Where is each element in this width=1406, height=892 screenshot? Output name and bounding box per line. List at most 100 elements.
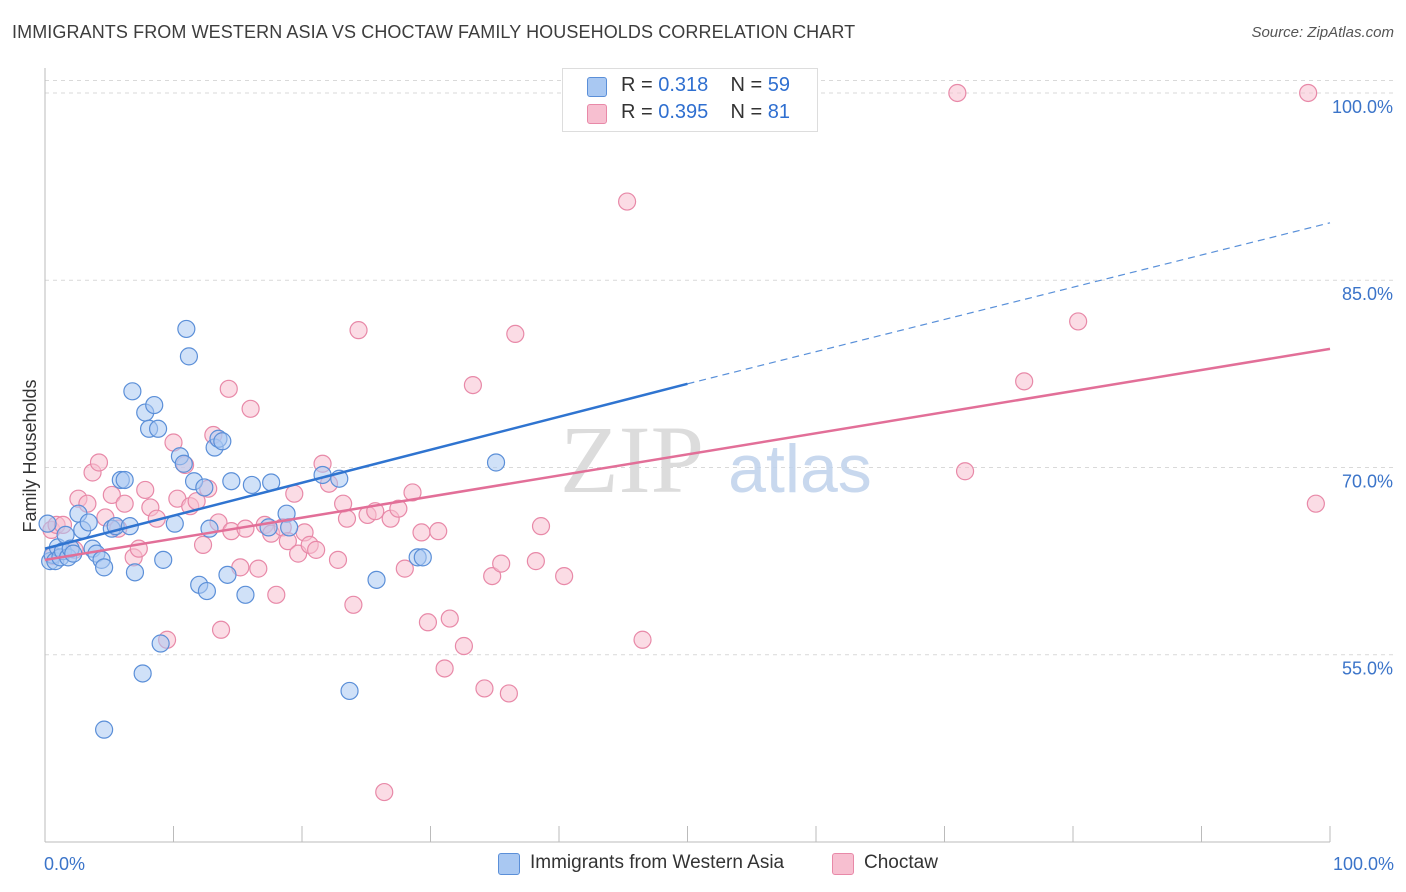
choctaw-point — [219, 379, 238, 398]
trend-lines — [44, 222, 1331, 562]
western-asia-point — [123, 382, 142, 401]
western-asia-point — [154, 550, 173, 569]
choctaw-point — [955, 462, 975, 481]
y-tick-label: 55.0% — [1342, 659, 1393, 679]
choctaw-trend-line — [44, 347, 1331, 562]
choctaw-point — [1299, 83, 1318, 103]
choctaw-point — [89, 453, 109, 472]
choctaw-point — [389, 499, 408, 518]
western-asia-point — [242, 475, 261, 495]
choctaw-point — [375, 782, 394, 802]
choctaw-point — [241, 399, 260, 418]
choctaw-point — [948, 83, 967, 103]
choctaw-point — [395, 559, 414, 578]
western-asia-point — [79, 513, 98, 532]
western-asia-trend-line — [44, 382, 688, 550]
western-asia-point — [151, 634, 170, 653]
choctaw-point — [418, 613, 438, 632]
choctaw-point — [499, 684, 518, 703]
watermark-atlas: atlas — [728, 431, 872, 507]
chart-title: IMMIGRANTS FROM WESTERN ASIA VS CHOCTAW … — [12, 22, 856, 42]
western-asia-point — [340, 681, 359, 701]
western-asia-point — [95, 720, 114, 739]
n-label: N = — [730, 74, 763, 96]
n-value: 59 — [767, 74, 791, 96]
choctaw-point — [633, 630, 652, 649]
y-tick-label: 70.0% — [1342, 471, 1393, 491]
correlation-legend: R = 0.318 N = 59 R = 0.395 N = 81 — [562, 68, 818, 132]
western-asia-point — [197, 581, 217, 601]
western-asia-point — [218, 565, 237, 584]
choctaw-point — [403, 483, 422, 502]
pink-swatch-icon — [587, 104, 607, 124]
r-label: R = — [621, 74, 653, 96]
blue-swatch-icon — [587, 77, 607, 97]
n-label: N = — [730, 101, 763, 123]
choctaw-point — [115, 494, 134, 513]
western-asia-point — [179, 347, 199, 366]
choctaw-point — [1069, 312, 1088, 331]
western-asia-point — [236, 585, 255, 604]
choctaw-point — [483, 566, 502, 586]
watermark-zip: ZIP — [560, 406, 704, 513]
choctaw-point — [435, 659, 454, 678]
choctaw-point — [618, 192, 637, 211]
choctaw-point — [337, 509, 357, 528]
y-tick-label: 100.0% — [1332, 97, 1393, 117]
western-asia-trend-extension — [687, 222, 1331, 385]
choctaw-point — [506, 324, 525, 344]
choctaw-point — [440, 609, 459, 628]
choctaw-point — [211, 620, 231, 639]
western-asia-point — [38, 514, 57, 533]
western-asia-point — [486, 453, 506, 472]
western-asia-point — [222, 472, 241, 491]
western-asia-point — [195, 478, 214, 497]
western-asia-point — [148, 419, 168, 438]
choctaw-point — [349, 321, 368, 340]
r-value: 0.318 — [658, 74, 709, 96]
tick-labels: 55.0% 70.0% 85.0% 100.0% 0.0% 100.0% — [44, 97, 1394, 874]
pink-swatch-icon — [832, 853, 854, 875]
source-credit: Source: ZipAtlas.com — [1251, 24, 1394, 41]
western-asia-point — [95, 558, 114, 577]
choctaw-point — [492, 554, 511, 573]
n-value: 81 — [767, 101, 791, 123]
choctaw-point — [475, 679, 494, 698]
western-asia-point — [177, 319, 196, 339]
western-asia-points — [38, 83, 605, 739]
choctaw-point — [344, 595, 363, 614]
choctaw-point — [102, 485, 121, 505]
blue-swatch-icon — [498, 853, 520, 875]
y-axis-label: Family Households — [20, 379, 40, 532]
choctaw-point — [1306, 494, 1325, 513]
choctaw-point — [193, 535, 213, 554]
choctaw-point — [1015, 372, 1034, 391]
legend-label: Choctaw — [864, 852, 938, 873]
choctaw-point — [463, 375, 483, 395]
western-asia-point — [413, 548, 432, 567]
choctaw-point — [285, 484, 304, 503]
western-asia-point — [213, 432, 232, 451]
western-asia-point — [115, 470, 134, 490]
r-label: R = — [621, 101, 653, 123]
western-asia-point — [133, 664, 152, 683]
choctaw-point — [429, 522, 448, 541]
choctaw-point — [328, 550, 348, 569]
r-value: 0.395 — [658, 101, 709, 123]
western-asia-point — [367, 570, 386, 589]
choctaw-point — [454, 636, 474, 656]
choctaw-point — [249, 559, 268, 578]
x-tick-label: 0.0% — [44, 854, 85, 874]
western-asia-point — [174, 454, 193, 473]
choctaw-point — [412, 523, 431, 542]
choctaw-point — [136, 480, 155, 500]
western-asia-point — [125, 563, 145, 582]
choctaw-point — [555, 566, 574, 586]
y-tick-label: 85.0% — [1342, 284, 1393, 304]
x-tick-label: 100.0% — [1333, 854, 1394, 874]
choctaw-point — [531, 517, 551, 536]
choctaw-point — [267, 585, 286, 604]
choctaw-point — [307, 540, 326, 559]
axes-layer — [44, 68, 1331, 843]
